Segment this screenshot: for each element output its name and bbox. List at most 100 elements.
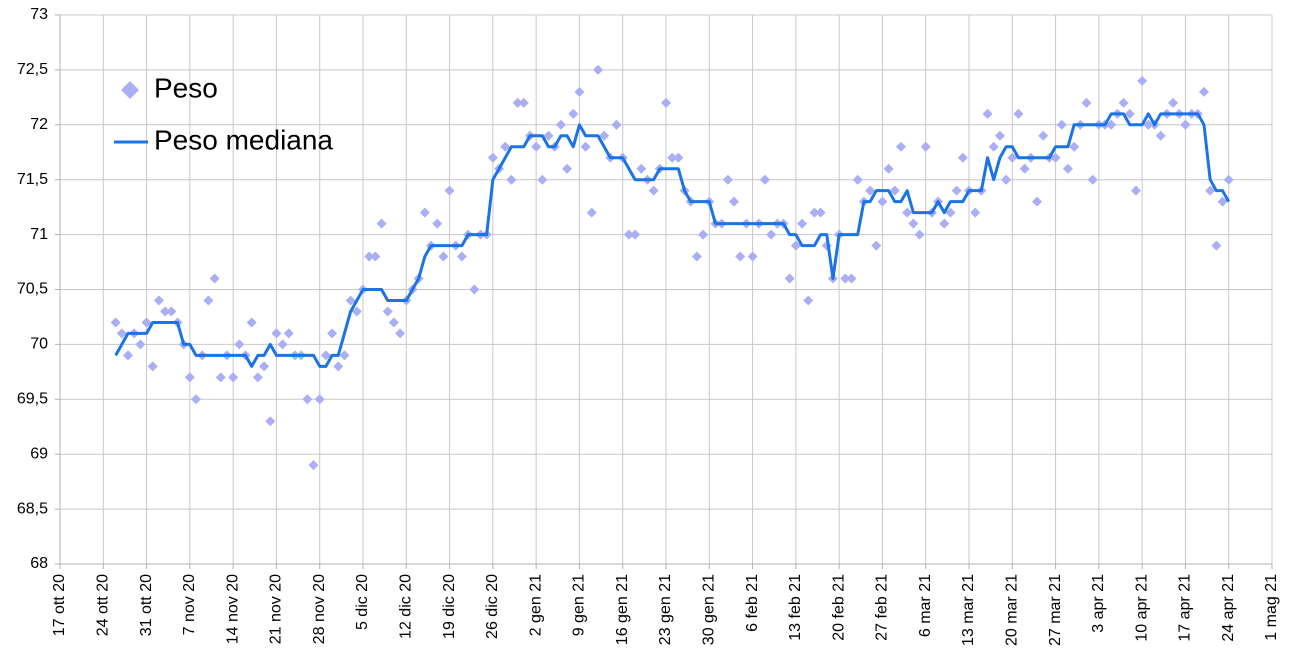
x-tick-label: 10 apr 21 (1133, 574, 1150, 642)
data-point (970, 207, 981, 218)
data-point (555, 119, 566, 130)
data-point (512, 97, 523, 108)
data-point (852, 174, 863, 185)
data-point (1198, 86, 1209, 97)
data-point (382, 306, 393, 317)
data-point (648, 185, 659, 196)
x-tick-label: 23 gen 21 (657, 574, 674, 645)
data-point (630, 229, 641, 240)
data-point (945, 207, 956, 218)
data-point (259, 361, 270, 372)
data-point (920, 141, 931, 152)
data-point (537, 174, 548, 185)
x-tick-label: 26 dic 20 (484, 574, 501, 639)
data-point (283, 328, 294, 339)
data-point (815, 207, 826, 218)
data-point (871, 240, 882, 251)
data-point (691, 251, 702, 262)
data-point (722, 174, 733, 185)
data-point (333, 361, 344, 372)
data-point (729, 196, 740, 207)
data-point (1168, 97, 1179, 108)
x-tick-label: 17 apr 21 (1177, 574, 1194, 642)
data-point (1007, 152, 1018, 163)
data-point (469, 284, 480, 295)
data-point (1180, 119, 1191, 130)
data-point (265, 416, 276, 427)
data-point (766, 229, 777, 240)
data-point (1106, 119, 1117, 130)
data-point (611, 119, 622, 130)
data-point (1038, 130, 1049, 141)
data-point (339, 350, 350, 361)
y-tick-label: 70 (30, 336, 48, 353)
data-point (957, 152, 968, 163)
data-point (160, 306, 171, 317)
data-point (673, 152, 684, 163)
data-point (543, 130, 554, 141)
data-point (277, 339, 288, 350)
x-tick-label: 28 nov 20 (311, 574, 328, 644)
data-point (1130, 185, 1141, 196)
data-point (203, 295, 214, 306)
data-point (592, 64, 603, 75)
x-tick-label: 3 apr 21 (1090, 574, 1107, 633)
data-point (271, 328, 282, 339)
x-tick-label: 13 mar 21 (960, 574, 977, 646)
data-point (1001, 174, 1012, 185)
data-point (1032, 196, 1043, 207)
data-point (419, 207, 430, 218)
data-point (376, 218, 387, 229)
y-tick-label: 68,5 (17, 500, 48, 517)
x-tick-label: 24 apr 21 (1220, 574, 1237, 642)
legend-marker (121, 81, 139, 99)
data-point (840, 273, 851, 284)
data-point (110, 317, 121, 328)
data-point (302, 394, 313, 405)
data-line (114, 112, 1231, 368)
y-tick-label: 68 (30, 555, 48, 572)
data-point (735, 251, 746, 262)
y-tick-label: 69,5 (17, 391, 48, 408)
data-point (1137, 75, 1148, 86)
data-point (784, 273, 795, 284)
data-point (456, 251, 467, 262)
data-point (135, 339, 146, 350)
data-point (1217, 196, 1228, 207)
data-point (586, 207, 597, 218)
data-point (568, 108, 579, 119)
data-point (599, 130, 610, 141)
data-point (314, 394, 325, 405)
data-point (939, 218, 950, 229)
x-tick-label: 7 nov 20 (181, 574, 198, 635)
x-tick-label: 21 nov 20 (268, 574, 285, 644)
data-point (562, 163, 573, 174)
x-tick-label: 14 nov 20 (224, 574, 241, 644)
data-point (908, 218, 919, 229)
data-point (246, 317, 257, 328)
data-point (574, 86, 585, 97)
data-point (1205, 185, 1216, 196)
data-point (116, 328, 127, 339)
data-point (147, 361, 158, 372)
data-point (364, 251, 375, 262)
data-point (228, 372, 239, 383)
data-point (895, 141, 906, 152)
y-tick-label: 69 (30, 445, 48, 462)
data-point (1211, 240, 1222, 251)
x-tick-label: 12 dic 20 (398, 574, 415, 639)
data-point (846, 273, 857, 284)
data-point (215, 372, 226, 383)
data-point (994, 130, 1005, 141)
data-point (790, 240, 801, 251)
x-tick-label: 31 ott 20 (138, 574, 155, 636)
x-tick-label: 27 feb 21 (874, 574, 891, 641)
data-point (153, 295, 164, 306)
data-point (883, 163, 894, 174)
data-point (166, 306, 177, 317)
data-point (1223, 174, 1234, 185)
data-point (759, 174, 770, 185)
data-point (518, 97, 529, 108)
data-point (1019, 163, 1030, 174)
